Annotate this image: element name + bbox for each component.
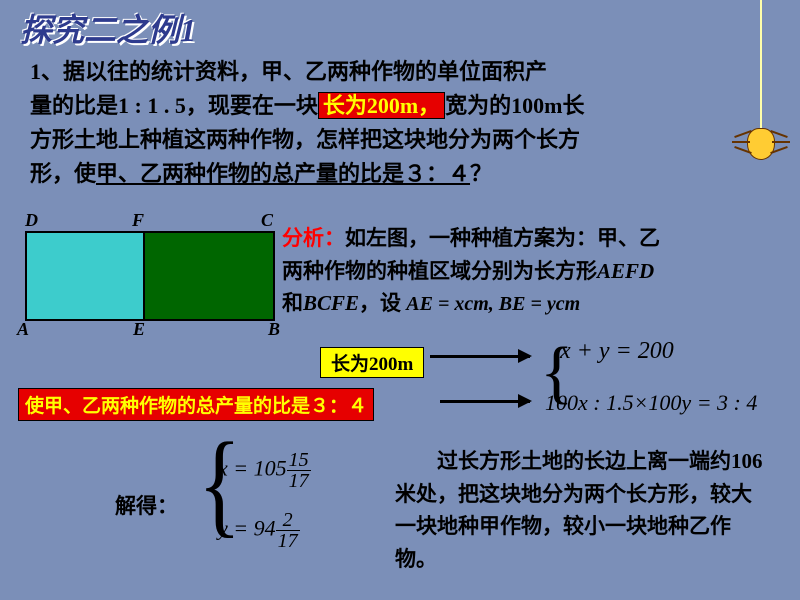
label-D: D <box>25 210 43 231</box>
highlight-length: 长为200m， <box>318 92 445 119</box>
red-box-ratio: 使甲、乙两种作物的总产量的比是３：４ <box>18 388 374 421</box>
equation-2: 100x : 1.5×100y = 3 : 4 <box>545 390 757 416</box>
spider-leg <box>732 141 750 143</box>
label-B: B <box>145 319 280 340</box>
solution-y: y = 94217 <box>218 510 300 551</box>
conclusion-text: 过长方形土地的长边上离一端约106米处，把这块地分为两个长方形，较大一块地种甲作… <box>395 445 765 575</box>
rect-bcfe <box>145 231 275 321</box>
analysis-t4: ，设 <box>359 291 401 315</box>
problem-text: 1、据以往的统计资料，甲、乙两种作物的单位面积产 量的比是1 : 1 . 5，现… <box>30 55 650 191</box>
problem-line2a: 量的比是1 : 1 . 5，现要在一块 <box>30 93 318 118</box>
arrow-1 <box>430 355 530 358</box>
x-den: 17 <box>287 471 311 491</box>
analysis-t2: 两种作物的种植区域分别为长方形 <box>282 259 597 283</box>
slide-title: 探究二之例1 <box>20 5 196 51</box>
problem-line4b: ？ <box>470 161 492 186</box>
x-int: 105 <box>254 456 287 481</box>
rect-aefd <box>25 231 145 321</box>
solve-label: 解得： <box>115 490 178 520</box>
analysis-prefix: 分析： <box>282 226 345 250</box>
analysis-t1: 如左图，一种种植方案为：甲、乙 <box>345 226 660 250</box>
spider-leg <box>772 141 790 143</box>
arrow-2 <box>440 400 530 403</box>
problem-line1: 1、据以往的统计资料，甲、乙两种作物的单位面积产 <box>30 59 547 84</box>
rectangle-diagram: D F C A E B <box>25 210 275 340</box>
equation-1: x + y = 200 <box>560 338 674 365</box>
problem-line4a: 形，使 <box>30 161 96 186</box>
analysis-vars: AE = xcm, BE = ycm <box>406 293 580 315</box>
diagram-labels-top: D F C <box>25 210 275 231</box>
spider-decoration <box>747 0 775 160</box>
analysis-t3: 和 <box>282 291 303 315</box>
label-E: E <box>43 319 145 340</box>
label-bcfe: BCFE <box>303 291 359 315</box>
x-num: 15 <box>287 450 311 471</box>
y-num: 2 <box>276 510 300 531</box>
label-A: A <box>17 319 43 340</box>
spider-thread <box>760 0 762 130</box>
label-F: F <box>43 210 144 231</box>
yellow-box-length: 长为200m <box>320 347 424 378</box>
diagram-rects <box>25 231 275 321</box>
label-aefd: AEFD <box>597 259 654 283</box>
analysis-text: 分析：如左图，一种种植方案为：甲、乙 两种作物的种植区域分别为长方形AEFD 和… <box>282 222 782 320</box>
spider-leg <box>734 130 752 138</box>
solution-x: x = 1051517 <box>218 450 311 491</box>
spider-body <box>747 128 775 160</box>
spider-leg <box>770 146 788 154</box>
diagram-labels-bottom: A E B <box>17 319 282 340</box>
y-den: 17 <box>276 531 300 551</box>
spider-leg <box>734 146 752 154</box>
label-C: C <box>144 210 275 231</box>
y-int: 94 <box>254 516 276 541</box>
problem-underline: 甲、乙两种作物的总产量的比是３：４ <box>96 161 470 186</box>
problem-line2b: 宽为的100m长 <box>445 93 584 118</box>
spider-leg <box>770 130 788 138</box>
problem-line3: 方形土地上种植这两种作物，怎样把这块地分为两个长方 <box>30 127 580 152</box>
